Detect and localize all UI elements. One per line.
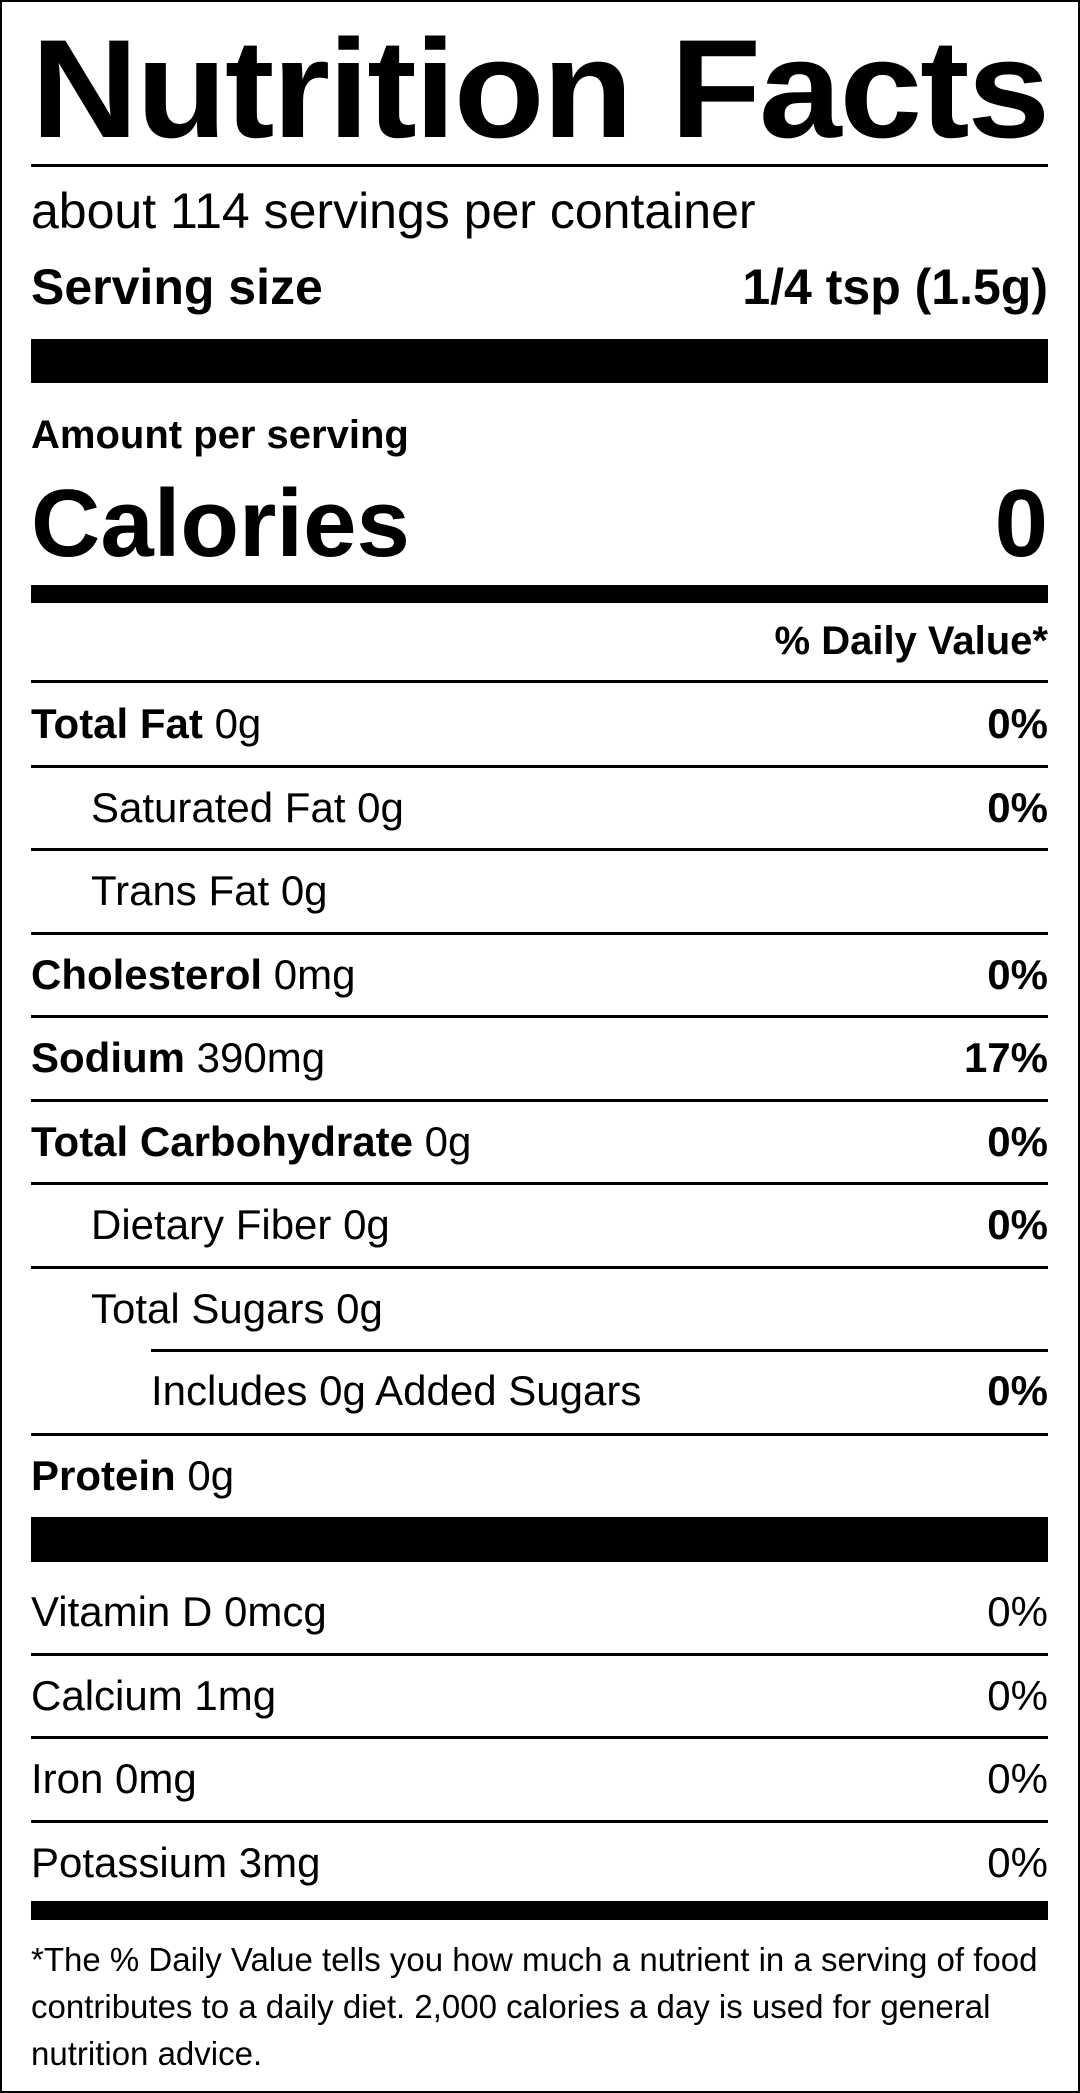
nutrient-row-added-sugars: Includes 0g Added Sugars 0% [31, 1349, 1048, 1436]
divider [31, 164, 1048, 167]
medium-divider [31, 1901, 1048, 1920]
servings-per-container: about 114 servings per container [31, 180, 1048, 242]
nutrient-row-total-carbohydrate: Total Carbohydrate 0g 0% [31, 1102, 1048, 1185]
divider [31, 680, 1048, 683]
amount-per-serving-text: Amount per serving [31, 412, 409, 457]
daily-value-header: % Daily Value* [31, 614, 1048, 668]
nutrient-list: Total Fat 0g 0% Saturated Fat 0g 0% Trans … [31, 684, 1048, 1516]
thick-divider [31, 1517, 1048, 1562]
nutrient-row-trans-fat: Trans Fat 0g [31, 851, 1048, 935]
serving-size-label: Serving size [31, 259, 323, 315]
micronutrient-row-iron: Iron 0mg 0% [31, 1739, 1048, 1823]
calories-row: Calories 0 [31, 470, 1048, 577]
amount-per-serving: Amount per serving [31, 410, 1048, 460]
thick-divider [31, 339, 1048, 383]
nutrient-row-total-sugars: Total Sugars 0g [31, 1269, 1048, 1352]
micronutrient-row-potassium: Potassium 3mg 0% [31, 1838, 1048, 1886]
serving-size-value: 1/4 tsp (1.5g) [742, 259, 1048, 315]
micronutrient-list: Vitamin D 0mcg 0% Calcium 1mg 0% Iron 0mg 0… [31, 1572, 1048, 1903]
footnote: *The % Daily Value tells you how much a … [31, 1941, 1038, 2072]
nutrient-row-dietary-fiber: Dietary Fiber 0g 0% [31, 1185, 1048, 1269]
micronutrient-row-calcium: Calcium 1mg 0% [31, 1656, 1048, 1739]
medium-divider [31, 585, 1048, 603]
title-text: Nutrition Facts [31, 10, 1050, 167]
serving-size-row: Serving size 1/4 tsp (1.5g) [31, 256, 1048, 318]
nutrient-row-protein: Protein 0g [31, 1451, 235, 1499]
label-title: Nutrition Facts [31, 10, 1050, 167]
calories-value: 0 [994, 470, 1048, 577]
nutrient-row-total-fat: Total Fat 0g 0% [31, 684, 1048, 768]
nutrient-row-cholesterol: Cholesterol 0mg 0% [31, 935, 1048, 1018]
daily-value-header-text: % Daily Value* [774, 618, 1048, 663]
servings-text: about 114 servings per container [31, 183, 756, 239]
nutrient-row-sodium: Sodium 390mg 17% [31, 1018, 1048, 1102]
nutrient-row-saturated-fat: Saturated Fat 0g 0% [31, 768, 1048, 851]
micronutrient-row-vitamin-d: Vitamin D 0mcg 0% [31, 1572, 1048, 1656]
calories-label: Calories [31, 470, 410, 577]
